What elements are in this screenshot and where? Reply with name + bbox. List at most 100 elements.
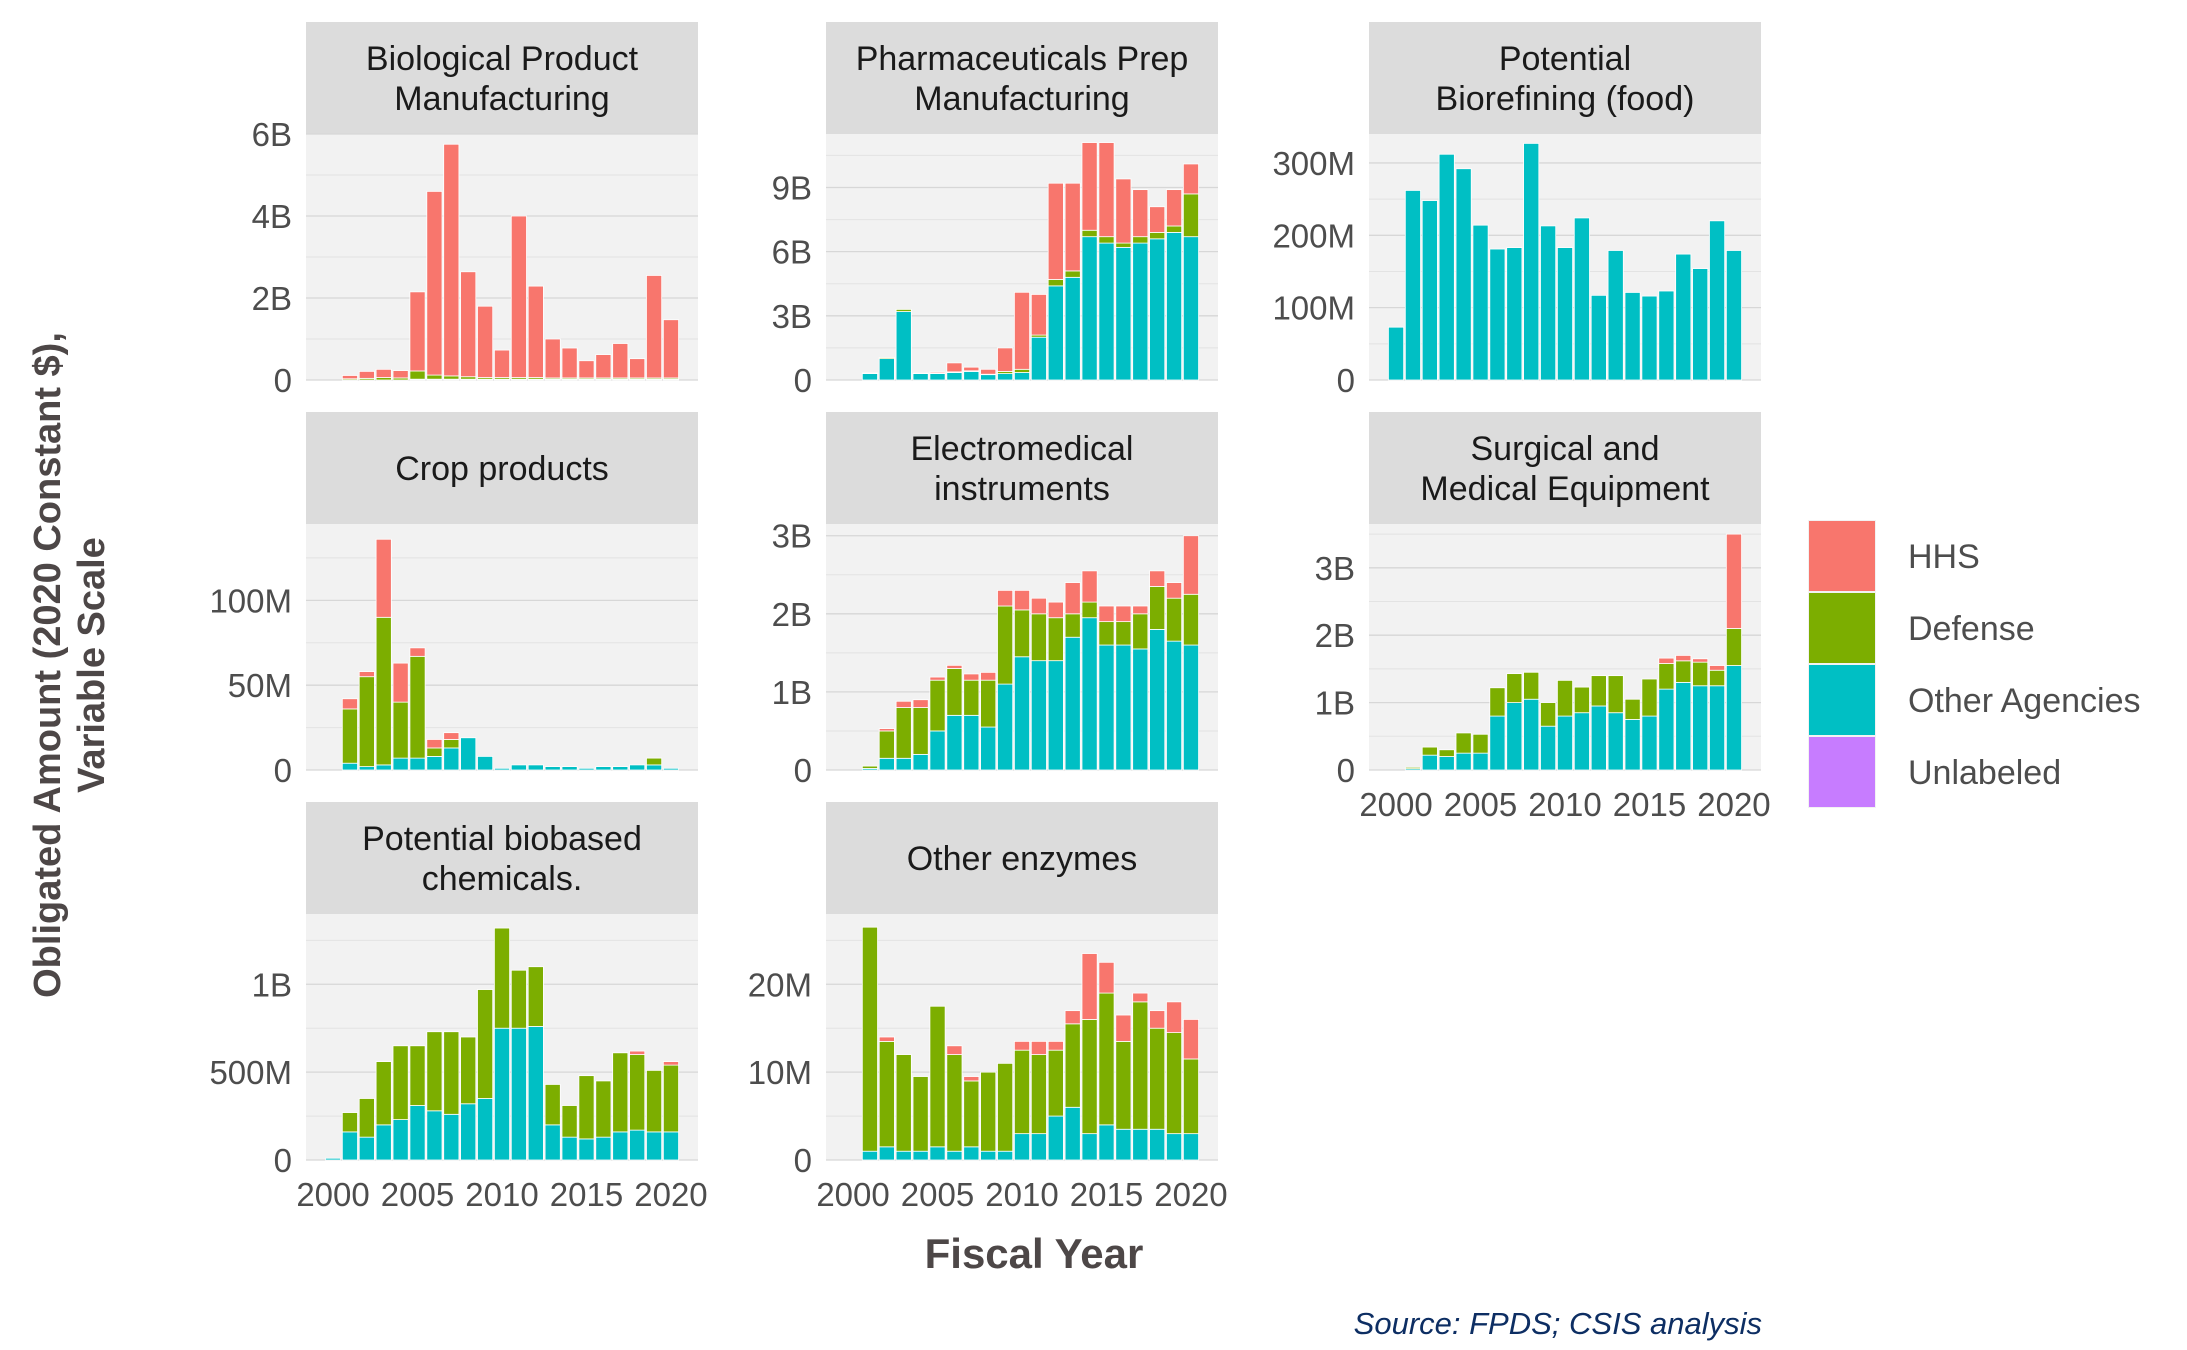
bar-segment-defense	[929, 1005, 946, 1148]
bar-segment-other-agencies	[595, 1136, 612, 1161]
y-tick-label: 100M	[209, 582, 292, 619]
bar-segment-other-agencies	[578, 1138, 595, 1161]
bar-segment-other-agencies	[997, 1150, 1014, 1161]
bar-segment-hhs	[510, 215, 527, 378]
x-tick-label: 2010	[985, 1176, 1058, 1213]
bar-segment-hhs	[1149, 206, 1166, 233]
y-tick-label: 300M	[1272, 145, 1355, 182]
facet-title-line: chemicals.	[422, 860, 583, 898]
bar-segment-other-agencies	[1404, 190, 1421, 381]
bar-segment-defense	[1064, 1023, 1081, 1108]
bar-segment-other-agencies	[1709, 685, 1726, 771]
bar-segment-hhs	[963, 366, 980, 372]
legend-label-hhs: HHS	[1908, 538, 1980, 576]
bar-segment-defense	[426, 1031, 443, 1112]
bar-segment-defense	[895, 707, 912, 759]
bar-segment-defense	[912, 1076, 929, 1152]
bar-segment-defense	[392, 701, 409, 759]
facet-crop-products: Crop products 0 50M 100M	[209, 412, 698, 789]
y-tick-label: 6B	[772, 234, 812, 271]
x-tick-label: 2010	[465, 1176, 538, 1213]
bar-segment-defense	[1115, 242, 1132, 248]
legend-swatch-other-agencies	[1809, 665, 1875, 735]
bar-segment-other-agencies	[1692, 685, 1709, 771]
y-tick-label: 3B	[1315, 550, 1355, 587]
bar-segment-defense	[409, 370, 426, 380]
bar-segment-defense	[1709, 669, 1726, 687]
bar-segment-hhs	[1115, 1014, 1132, 1042]
bar-segment-defense	[341, 1112, 358, 1133]
bar-segment-defense	[662, 1064, 679, 1133]
bar-segment-other-agencies	[544, 766, 561, 771]
bar-segment-other-agencies	[646, 1131, 663, 1161]
bar-segment-defense	[1421, 746, 1438, 756]
bar-segment-defense	[1675, 660, 1692, 683]
bar-segment-defense	[997, 1062, 1014, 1152]
bar-segment-other-agencies	[1013, 372, 1031, 381]
bar-segment-defense	[1404, 766, 1421, 770]
y-tick-label: 0	[794, 1142, 812, 1179]
bar-segment-defense	[1523, 671, 1540, 700]
bar-segment-other-agencies	[1624, 719, 1641, 771]
bar-segment-defense	[426, 374, 443, 380]
y-tick-label: 2B	[772, 596, 812, 633]
bar-segment-hhs	[1182, 163, 1199, 195]
bar-segment-hhs	[1166, 189, 1183, 227]
bar-segment-other-agencies	[477, 756, 494, 771]
bar-segment-hhs	[1030, 1040, 1047, 1055]
bar-segment-other-agencies	[1081, 236, 1098, 381]
bar-segment-other-agencies	[1182, 644, 1199, 771]
bar-segment-other-agencies	[358, 1136, 375, 1161]
bar-segment-defense	[1132, 1001, 1149, 1130]
bar-segment-other-agencies	[460, 1103, 477, 1161]
bar-segment-hhs	[629, 358, 646, 379]
bar-segment-hhs	[662, 1061, 679, 1066]
legend-label-other-agencies: Other Agencies	[1908, 682, 2140, 720]
bar-segment-defense	[510, 969, 527, 1029]
bar-segment-other-agencies	[1064, 1106, 1081, 1161]
x-tick-label: 2010	[1528, 786, 1601, 823]
bar-segment-defense	[1098, 236, 1115, 244]
bar-segment-defense	[561, 1105, 578, 1138]
y-tick-label: 4B	[252, 198, 292, 235]
bar-segment-other-agencies	[1607, 712, 1624, 771]
x-tick-label: 2005	[1444, 786, 1517, 823]
bar-segment-other-agencies	[1658, 290, 1675, 381]
x-tick-label: 2020	[1697, 786, 1770, 823]
bar-segment-other-agencies	[1182, 236, 1199, 381]
bar-segment-defense	[358, 676, 375, 768]
bar-segment-hhs	[1064, 582, 1081, 615]
bar-segment-other-agencies	[493, 767, 511, 771]
bar-segment-other-agencies	[1098, 242, 1115, 381]
bar-segment-defense	[527, 966, 544, 1027]
bar-segment-other-agencies	[477, 1098, 494, 1161]
bar-segment-hhs	[392, 370, 409, 379]
facet-panels: Biological ProductManufacturing02B4B6BPh…	[209, 22, 1771, 1213]
bar-segment-other-agencies	[1590, 705, 1607, 771]
bar-segment-other-agencies	[1709, 220, 1726, 381]
bar-segment-hhs	[929, 371, 946, 374]
bar-segment-other-agencies	[1115, 644, 1132, 771]
bar-segment-defense	[1115, 1040, 1132, 1130]
bar-segment-other-agencies	[1725, 250, 1742, 381]
bar-segment-other-agencies	[1149, 1128, 1166, 1161]
bar-segment-hhs	[1149, 570, 1166, 587]
bar-segment-other-agencies	[460, 737, 477, 771]
y-tick-label: 0	[274, 1142, 292, 1179]
bar-segment-other-agencies	[878, 757, 895, 771]
x-tick-label: 2000	[1359, 786, 1432, 823]
bar-segment-hhs	[980, 671, 997, 681]
facet-title-line: instruments	[934, 470, 1110, 508]
bar-segment-other-agencies	[510, 764, 527, 771]
bar-segment-other-agencies	[1489, 248, 1506, 381]
bar-segment-other-agencies	[1675, 681, 1692, 771]
bar-segment-hhs	[578, 360, 595, 379]
bar-segment-other-agencies	[1556, 247, 1574, 381]
bar-segment-defense	[1064, 613, 1081, 638]
bar-segment-defense	[1030, 613, 1047, 662]
bar-segment-defense	[1624, 698, 1641, 720]
bar-segment-other-agencies	[1472, 224, 1489, 381]
bar-segment-other-agencies	[1658, 688, 1675, 771]
y-tick-label: 2B	[252, 280, 292, 317]
